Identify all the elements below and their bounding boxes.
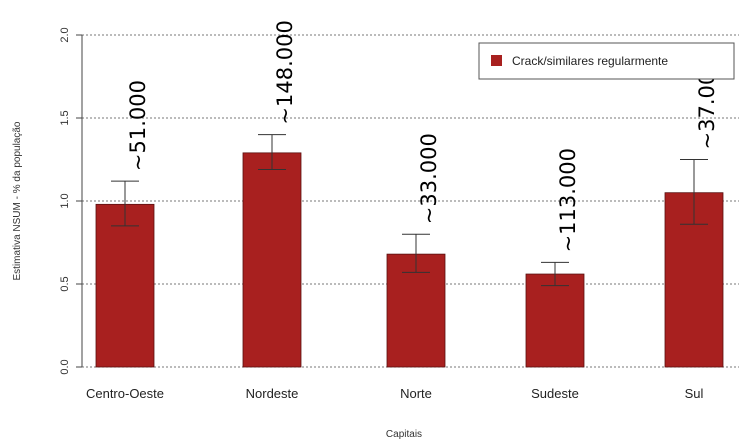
category-label: Centro-Oeste bbox=[86, 386, 164, 401]
category-label: Sul bbox=[685, 386, 704, 401]
bar-annotation: ~113.000 bbox=[556, 148, 580, 252]
error-bar bbox=[541, 261, 569, 287]
error-bars bbox=[111, 134, 708, 287]
y-tick-label: 1.0 bbox=[59, 193, 71, 208]
error-bar bbox=[258, 134, 286, 170]
error-bar bbox=[402, 233, 430, 273]
category-label: Nordeste bbox=[246, 386, 299, 401]
category-label: Sudeste bbox=[531, 386, 579, 401]
bar bbox=[525, 273, 585, 368]
y-axis: 0.0 0.5 1.0 1.5 2.0 bbox=[59, 27, 83, 375]
bar-annotations: ~51.000~148.000~33.000 ~113.000~37.000 bbox=[126, 20, 719, 252]
y-tick-label: 1.5 bbox=[59, 110, 71, 125]
y-axis-title: Estimativa NSUM - % da população bbox=[12, 121, 23, 280]
y-tick-label: 0.0 bbox=[59, 359, 71, 374]
error-bar bbox=[680, 159, 708, 225]
legend-box bbox=[478, 42, 735, 80]
y-tick-label: 0.5 bbox=[59, 276, 71, 291]
error-bar bbox=[111, 180, 139, 227]
bar-annotation: ~51.000 bbox=[126, 80, 150, 171]
category-label: Norte bbox=[400, 386, 432, 401]
legend-swatch bbox=[491, 55, 502, 66]
bar bbox=[386, 253, 446, 368]
bar bbox=[95, 203, 155, 368]
category-labels: Centro-Oeste Nordeste Norte Sudeste Sul bbox=[86, 386, 704, 401]
bar bbox=[242, 152, 302, 368]
bars bbox=[95, 152, 724, 368]
y-tick-label: 2.0 bbox=[59, 27, 71, 42]
bar-annotation: ~33.000 bbox=[417, 133, 441, 224]
x-axis-title: Capitais bbox=[386, 429, 422, 440]
bar-annotation: ~148.000 bbox=[273, 20, 297, 124]
legend: Crack/similares regularmente bbox=[478, 42, 735, 80]
legend-label: Crack/similares regularmente bbox=[512, 54, 668, 68]
